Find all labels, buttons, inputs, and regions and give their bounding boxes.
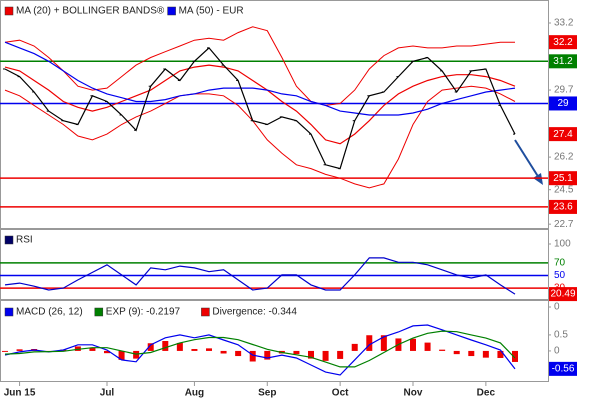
value-box <box>549 54 577 69</box>
x-tick-label: Jun 15 <box>4 388 36 399</box>
divergence-bar <box>191 349 198 351</box>
y-tick-label: 0 <box>554 302 560 313</box>
level-label: 70 <box>554 258 566 269</box>
value-box-label: 23.6 <box>553 202 573 213</box>
divergence-bar <box>89 348 96 351</box>
arrow-shaft <box>514 139 540 179</box>
divergence-bar <box>497 350 504 358</box>
legend-label: RSI <box>16 235 33 246</box>
value-box-label: 29 <box>557 98 569 109</box>
legend-key <box>201 307 210 317</box>
arrow-head <box>533 173 543 185</box>
divergence-bar <box>424 342 431 351</box>
divergence-bar <box>453 350 460 355</box>
divergence-bar <box>176 342 183 351</box>
y-tick-label: 29.7 <box>554 85 574 96</box>
value-box-label: 25.1 <box>553 173 573 184</box>
value-box <box>549 287 577 302</box>
divergence-bar <box>16 349 23 351</box>
series-line <box>4 330 516 368</box>
value-box <box>549 35 577 50</box>
value-box <box>549 361 577 376</box>
legend-label: Divergence: -0.344 <box>212 307 297 318</box>
value-box-label: 20.49 <box>550 289 575 300</box>
value-box <box>549 199 577 214</box>
value-box <box>549 127 577 142</box>
divergence-bar <box>351 343 358 351</box>
legend-label: EXP (9): -0.2197 <box>106 307 181 318</box>
series-line <box>4 324 516 376</box>
macd-panel <box>0 300 549 382</box>
y-tick-label: 24.5 <box>554 184 574 195</box>
divergence-bar <box>293 350 300 355</box>
x-tick-label: Dec <box>477 388 496 399</box>
y-tick-label: 100 <box>554 239 571 250</box>
divergence-bar <box>322 350 329 361</box>
divergence-bar <box>249 350 256 362</box>
divergence-bar <box>337 350 344 359</box>
divergence-bar <box>104 350 110 354</box>
divergence-bar <box>410 338 416 351</box>
divergence-bar <box>133 350 140 359</box>
divergence-bar <box>439 349 446 351</box>
level-label: 50 <box>554 270 566 281</box>
divergence-bar <box>2 350 8 352</box>
divergence-bar <box>482 350 489 358</box>
value-box <box>549 171 577 186</box>
x-tick-label: Oct <box>332 388 349 399</box>
legend-key <box>4 235 14 245</box>
divergence-bar <box>308 350 314 359</box>
forecast-arrow <box>514 139 543 185</box>
legend-key <box>4 6 14 16</box>
divergence-bar <box>235 350 242 357</box>
divergence-bar <box>147 343 154 351</box>
x-tick-label: Aug <box>185 388 204 399</box>
value-box-label: 32.2 <box>553 37 573 48</box>
divergence-bar <box>264 350 271 360</box>
y-tick-label: 0 <box>554 346 560 357</box>
x-tick-label: Nov <box>404 388 423 399</box>
price-line <box>4 47 516 170</box>
divergence-bar <box>206 348 212 351</box>
lower-band <box>4 85 516 189</box>
y-tick-label: 33.2 <box>554 18 574 29</box>
legend-label: MA (50) - EUR <box>179 6 244 17</box>
y-tick-label: 22.7 <box>554 219 574 230</box>
price-panel <box>0 0 549 229</box>
value-box-label: 27.4 <box>553 129 573 140</box>
divergence-bar <box>468 350 475 357</box>
y-tick-label: 26.2 <box>554 152 574 163</box>
y-tick-label: 0.5 <box>554 330 568 341</box>
legend-key <box>167 6 176 16</box>
series-line <box>4 64 516 145</box>
upper-band <box>4 26 515 106</box>
divergence-bar <box>380 335 387 351</box>
divergence-bar <box>74 346 81 351</box>
divergence-bar <box>220 350 227 354</box>
value-box-label: -0.56 <box>552 364 575 375</box>
series-line <box>4 41 516 116</box>
value-box <box>549 96 577 111</box>
value-box-label: 31.2 <box>553 56 573 67</box>
series-line <box>4 257 516 295</box>
x-tick-label: Sep <box>258 388 276 399</box>
legend-label: MACD (26, 12) <box>16 307 83 318</box>
legend-key <box>94 307 104 317</box>
divergence-bar <box>162 341 169 351</box>
divergence-bar <box>512 350 518 362</box>
rsi-panel <box>0 229 549 300</box>
divergence-bar <box>366 335 373 351</box>
x-tick-label: Jul <box>100 388 115 399</box>
legend-label: MA (20) + BOLLINGER BANDS® <box>16 6 165 17</box>
divergence-bar <box>118 350 125 360</box>
legend-key <box>4 307 14 317</box>
